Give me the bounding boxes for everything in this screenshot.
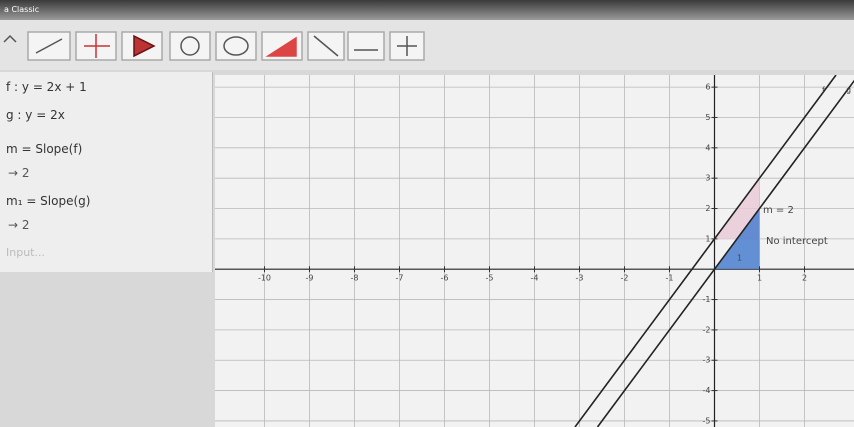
- x-tick-label: -9: [306, 274, 314, 283]
- x-tick-label: -4: [531, 274, 539, 283]
- y-tick-label: -3: [703, 356, 711, 365]
- x-tick-label: 2: [802, 274, 807, 283]
- algebra-entry[interactable]: m = Slope(f): [6, 142, 82, 156]
- label-slope: m = 2: [763, 205, 794, 216]
- algebra-entry[interactable]: m₁ = Slope(g): [6, 194, 90, 208]
- y-tick-label: 1: [705, 234, 710, 243]
- y-tick-label: 2: [705, 204, 710, 213]
- x-tick-label: -1: [666, 274, 674, 283]
- label-g: g: [846, 86, 851, 95]
- tool-circle[interactable]: [170, 32, 210, 60]
- algebra-view: f : y = 2x + 1 g : y = 2x m = Slope(f) →…: [0, 72, 213, 272]
- y-tick-label: -2: [703, 325, 711, 334]
- y-tick-label: 4: [705, 143, 710, 152]
- y-tick-label: 6: [705, 83, 710, 92]
- y-tick-label: -5: [703, 416, 711, 425]
- algebra-value: → 2: [8, 166, 30, 180]
- y-tick-label: 5: [705, 113, 710, 122]
- x-tick-label: -7: [396, 274, 404, 283]
- tool-slider[interactable]: [348, 32, 384, 60]
- geogebra-window: a Classic f : y = 2x + 1 g : y = 2x: [0, 0, 854, 427]
- graphics-view: f g m = 2 No intercept 1 -10 -9 -8 -7 -6 -5 -4…: [215, 75, 854, 427]
- x-tick-label: 1: [757, 274, 762, 283]
- x-tick-label: -6: [441, 274, 449, 283]
- x-tick-label: -2: [621, 274, 629, 283]
- label-run: 1: [737, 254, 742, 263]
- x-tick-label: -5: [486, 274, 494, 283]
- algebra-value: → 2: [8, 218, 30, 232]
- algebra-entry[interactable]: f : y = 2x + 1: [6, 80, 87, 94]
- tool-conic[interactable]: [216, 32, 256, 60]
- input-bar[interactable]: Input...: [6, 246, 45, 259]
- label-intercept: No intercept: [766, 236, 828, 247]
- title-bar: a Classic: [0, 0, 854, 20]
- y-tick-label: 3: [705, 174, 710, 183]
- algebra-entry[interactable]: g : y = 2x: [6, 108, 65, 122]
- x-tick-label: -8: [351, 274, 359, 283]
- x-tick-label: -3: [576, 274, 584, 283]
- toolbar: [0, 20, 854, 70]
- x-tick-label: -10: [258, 274, 271, 283]
- y-tick-label: -4: [703, 386, 711, 395]
- label-f: f: [822, 86, 825, 95]
- y-tick-label: -1: [703, 295, 711, 304]
